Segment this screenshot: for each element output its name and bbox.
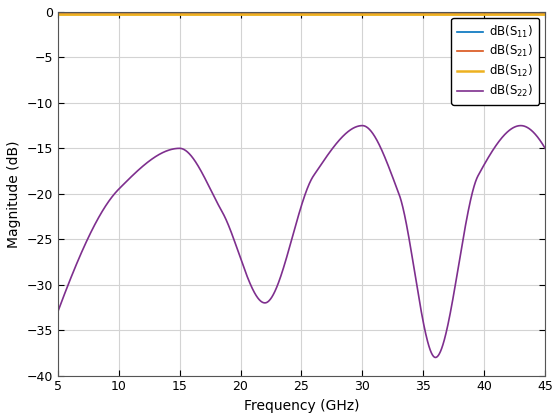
X-axis label: Frequency (GHz): Frequency (GHz): [244, 399, 359, 413]
Y-axis label: Magnitude (dB): Magnitude (dB): [7, 140, 21, 247]
Legend: dB(S$_{11}$), dB(S$_{21}$), dB(S$_{12}$), dB(S$_{22}$): dB(S$_{11}$), dB(S$_{21}$), dB(S$_{12}$)…: [451, 18, 539, 105]
